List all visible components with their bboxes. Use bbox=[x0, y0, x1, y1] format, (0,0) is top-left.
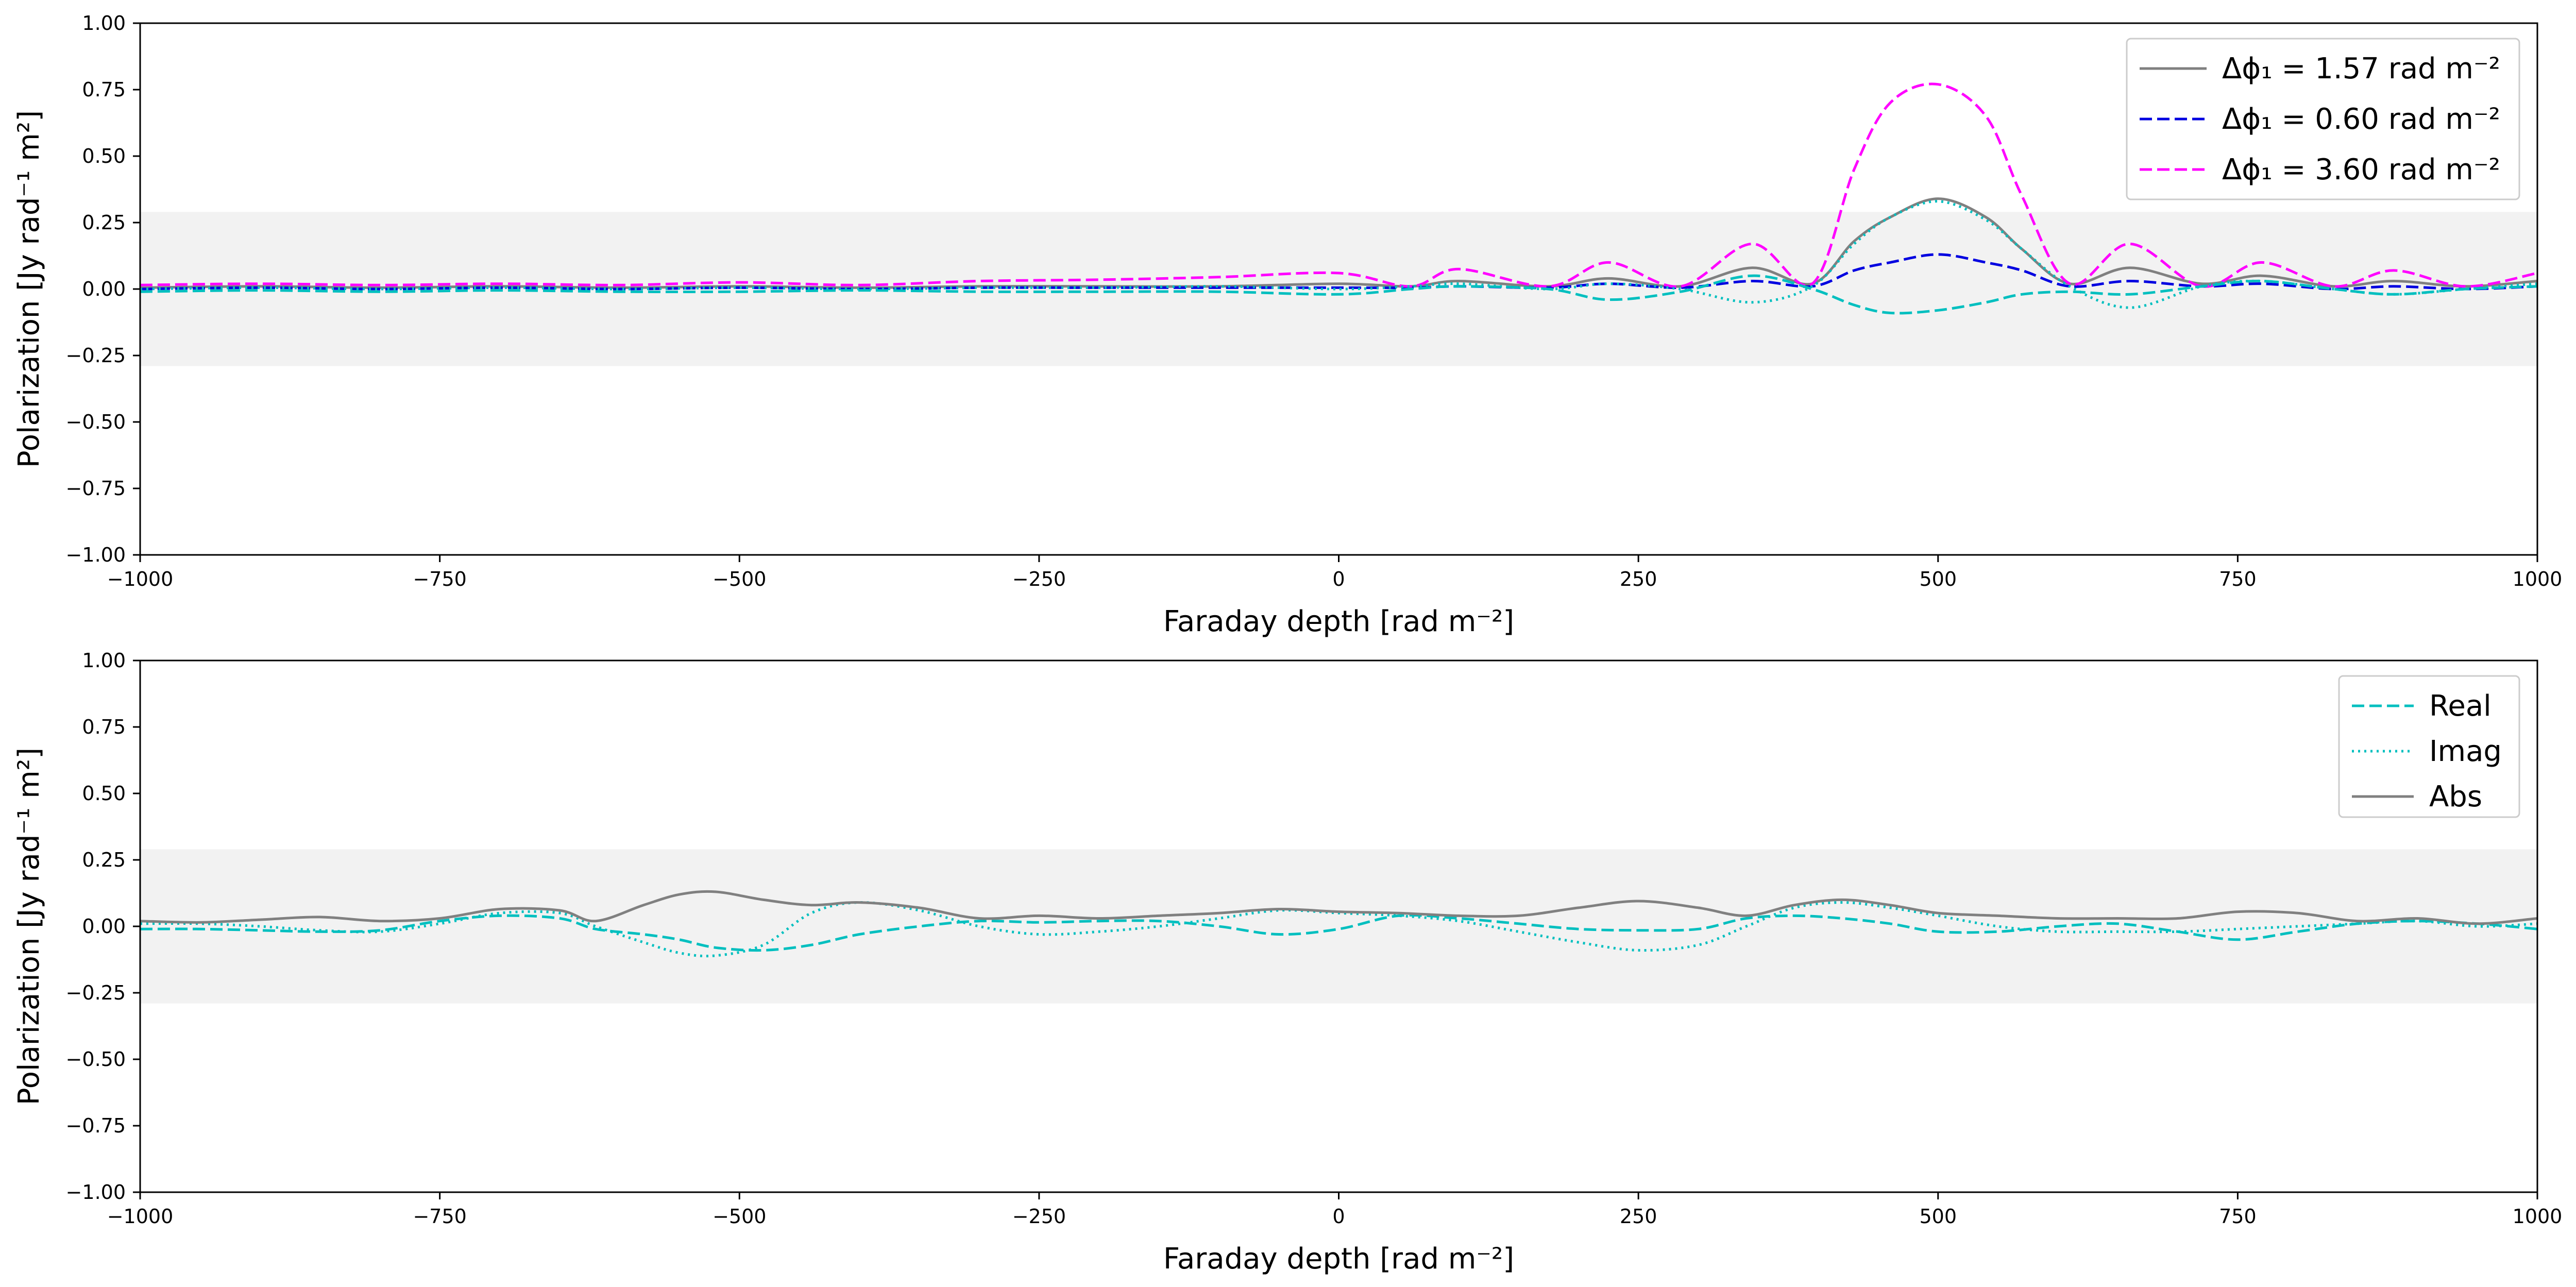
bottom-panel: −1000 −750 −500 −250 0 250 500 750 1000 −1.00 −0.7… bbox=[12, 649, 2562, 1276]
y-axis-label: Polarization [Jy rad⁻¹ m²] bbox=[12, 748, 46, 1105]
x-tick-label: 750 bbox=[2219, 1205, 2257, 1228]
x-tick-label: −250 bbox=[1012, 1205, 1066, 1228]
y-tick-label: 1.00 bbox=[82, 12, 126, 35]
series-line-2 bbox=[140, 253, 2538, 291]
y-tick-label: 0.75 bbox=[82, 78, 126, 101]
x-tick-label: 500 bbox=[1919, 1205, 1957, 1228]
y-tick-label: 0.75 bbox=[82, 716, 126, 738]
legend-label-3: Δϕ₁ = 3.60 rad m⁻² bbox=[2222, 153, 2500, 187]
legend-label-2: Δϕ₁ = 0.60 rad m⁻² bbox=[2222, 103, 2500, 136]
axis-ticks: −1000 −750 −500 −250 0 250 500 750 1000 −1.00 −0.7… bbox=[66, 649, 2563, 1228]
legend-label-real: Real bbox=[2429, 689, 2492, 723]
x-tick-label: −1000 bbox=[107, 568, 174, 590]
y-tick-label: −0.50 bbox=[66, 411, 126, 433]
x-tick-label: 0 bbox=[1332, 1205, 1345, 1228]
series-line-real bbox=[140, 913, 2538, 952]
y-tick-label: −0.75 bbox=[66, 1114, 126, 1137]
x-tick-label: −1000 bbox=[107, 1205, 174, 1228]
legend: Real Imag Abs bbox=[2338, 675, 2520, 818]
x-tick-label: 250 bbox=[1620, 1205, 1657, 1228]
y-tick-label: −1.00 bbox=[66, 1181, 126, 1204]
x-tick-label: −500 bbox=[713, 1205, 766, 1228]
y-tick-label: 1.00 bbox=[82, 649, 126, 672]
series-line-imag bbox=[140, 901, 2538, 958]
x-axis-label: Faraday depth [rad m⁻²] bbox=[1163, 605, 1514, 638]
x-tick-label: −750 bbox=[413, 1205, 466, 1228]
series-line-4 bbox=[140, 274, 2538, 315]
legend-label-1: Δϕ₁ = 1.57 rad m⁻² bbox=[2222, 52, 2500, 86]
series-line-1 bbox=[140, 197, 2538, 289]
legend-label-imag: Imag bbox=[2429, 735, 2502, 768]
y-axis-label: Polarization [Jy rad⁻¹ m²] bbox=[12, 110, 46, 468]
x-axis-label: Faraday depth [rad m⁻²] bbox=[1163, 1242, 1514, 1276]
series-layer bbox=[140, 890, 2538, 958]
y-tick-label: 0.50 bbox=[82, 782, 126, 805]
x-tick-label: −750 bbox=[413, 568, 466, 590]
y-tick-label: −0.50 bbox=[66, 1048, 126, 1071]
x-tick-label: 250 bbox=[1620, 568, 1657, 590]
y-tick-label: 0.00 bbox=[82, 278, 126, 300]
x-tick-label: −250 bbox=[1012, 568, 1066, 590]
x-tick-label: 1000 bbox=[2513, 1205, 2563, 1228]
shaded-band bbox=[140, 849, 2537, 1004]
y-tick-label: −0.25 bbox=[66, 344, 126, 367]
legend-label-abs: Abs bbox=[2429, 780, 2482, 814]
y-tick-label: 0.00 bbox=[82, 915, 126, 938]
x-tick-label: 1000 bbox=[2513, 568, 2563, 590]
legend-box bbox=[2126, 38, 2520, 200]
series-layer bbox=[140, 82, 2538, 315]
y-tick-label: 0.25 bbox=[82, 849, 126, 871]
shaded-band bbox=[140, 212, 2537, 366]
x-tick-label: 500 bbox=[1919, 568, 1957, 590]
y-tick-label: −1.00 bbox=[66, 544, 126, 566]
x-tick-label: 750 bbox=[2219, 568, 2257, 590]
axis-ticks: −1000 −750 −500 −250 0 250 500 750 1000 −1.00 −0.7… bbox=[66, 12, 2563, 590]
x-tick-label: 0 bbox=[1332, 568, 1345, 590]
legend: Δϕ₁ = 1.57 rad m⁻² Δϕ₁ = 0.60 rad m⁻² Δϕ… bbox=[2126, 38, 2520, 200]
top-panel: −1000 −750 −500 −250 0 250 500 750 1000 −1.00 −0.7… bbox=[12, 12, 2562, 638]
y-tick-label: −0.25 bbox=[66, 981, 126, 1004]
y-tick-label: −0.75 bbox=[66, 477, 126, 500]
series-line-3 bbox=[140, 82, 2538, 288]
legend-box bbox=[2338, 675, 2520, 818]
x-tick-label: −500 bbox=[713, 568, 766, 590]
y-tick-label: 0.50 bbox=[82, 145, 126, 167]
series-line-abs bbox=[140, 890, 2538, 925]
series-line-5 bbox=[140, 200, 2538, 309]
y-tick-label: 0.25 bbox=[82, 211, 126, 234]
